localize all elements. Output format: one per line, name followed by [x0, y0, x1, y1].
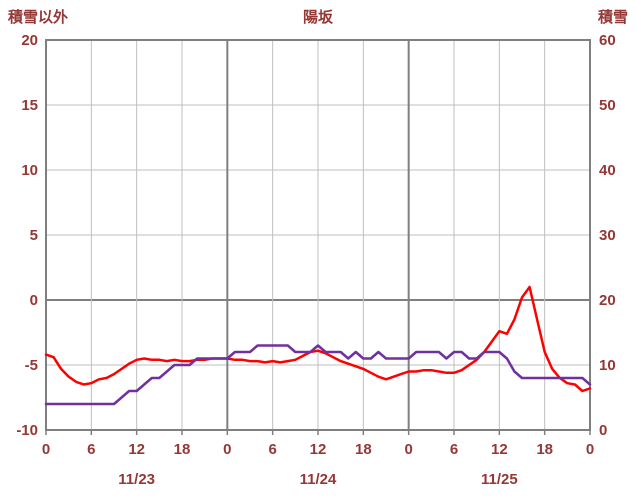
x-tick-label: 18	[536, 441, 553, 458]
x-tick-label: 0	[42, 441, 50, 458]
y-left-tick-label: 0	[30, 292, 38, 309]
x-tick-label: 12	[491, 441, 508, 458]
x-tick-label: 12	[128, 441, 145, 458]
chart-title: 陽坂	[302, 9, 333, 26]
y-right-tick-label: 50	[599, 97, 616, 114]
x-tick-label: 6	[450, 441, 458, 458]
y-left-tick-label: 5	[30, 227, 38, 244]
y-left-tick-label: 15	[21, 97, 38, 114]
x-tick-label: 6	[268, 441, 276, 458]
right-axis-title: 積雪	[597, 9, 628, 26]
x-tick-label: 18	[355, 441, 372, 458]
x-date-label: 11/25	[481, 471, 518, 488]
y-right-tick-label: 0	[599, 422, 607, 439]
y-left-tick-label: 20	[21, 32, 38, 49]
y-left-tick-label: -5	[25, 357, 38, 374]
x-tick-label: 0	[223, 441, 231, 458]
x-tick-label: 12	[310, 441, 327, 458]
right-axis-series-line	[44, 344, 592, 406]
x-tick-label: 0	[404, 441, 412, 458]
y-right-tick-label: 30	[599, 227, 616, 244]
y-left-tick-label: 10	[21, 162, 38, 179]
x-tick-label: 18	[174, 441, 191, 458]
y-left-tick-label: -10	[16, 422, 38, 439]
left-axis-series-line	[44, 285, 592, 393]
x-tick-label: 0	[586, 441, 594, 458]
left-axis-title: 積雪以外	[8, 9, 69, 26]
y-right-tick-label: 10	[599, 357, 616, 374]
y-right-tick-label: 20	[599, 292, 616, 309]
x-tick-label: 6	[87, 441, 95, 458]
x-date-label: 11/23	[118, 471, 155, 488]
y-right-tick-label: 40	[599, 162, 616, 179]
y-right-tick-label: 60	[599, 32, 616, 49]
x-date-label: 11/24	[300, 471, 337, 488]
